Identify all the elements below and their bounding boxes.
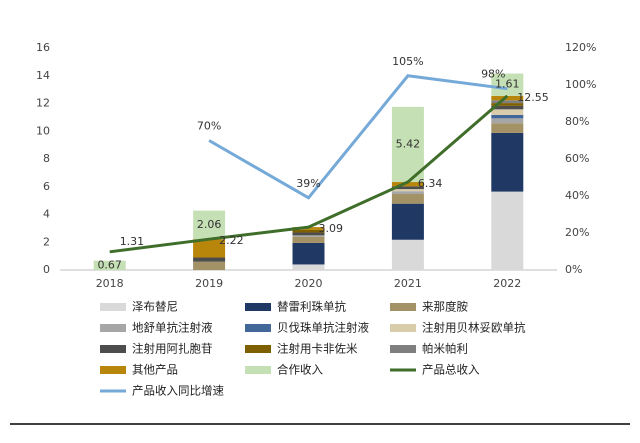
bar-segment xyxy=(491,103,524,106)
legend-label: 产品总收入 xyxy=(422,363,480,377)
data-label: 39% xyxy=(296,177,320,190)
x-tick-label: 2020 xyxy=(295,277,323,290)
legend-swatch xyxy=(100,303,126,311)
x-tick-label: 2018 xyxy=(96,277,124,290)
legend-swatch xyxy=(245,366,271,374)
line-series xyxy=(208,74,508,200)
y2-tick-label: 60% xyxy=(565,152,589,165)
data-label: 2.06 xyxy=(197,218,222,231)
x-tick-label: 2022 xyxy=(493,277,521,290)
bar-segment xyxy=(292,242,325,265)
legend-swatch xyxy=(100,366,126,374)
bar-segment xyxy=(292,264,325,270)
bar-segment xyxy=(292,232,325,236)
y-tick-label: 0 xyxy=(43,263,50,276)
data-label: 5.42 xyxy=(396,137,421,150)
legend-swatch xyxy=(245,345,271,353)
bar-segment xyxy=(391,186,424,190)
data-label: 3.09 xyxy=(319,222,344,235)
y-tick-label: 8 xyxy=(43,152,50,165)
bar-segment xyxy=(491,73,524,96)
y2-tick-label: 80% xyxy=(565,115,589,128)
y2-tick-label: 100% xyxy=(565,78,596,91)
data-label: 6.34 xyxy=(418,177,443,190)
legend-label: 注射用卡非佐米 xyxy=(277,342,358,356)
bar-segment xyxy=(391,193,424,204)
x-tick-label: 2021 xyxy=(394,277,422,290)
legend-label: 产品收入同比增速 xyxy=(132,384,224,398)
data-label: 98% xyxy=(481,68,505,81)
bar-segment xyxy=(491,105,524,110)
bar-segment xyxy=(292,235,325,237)
data-label: 1.31 xyxy=(120,235,145,248)
legend-label: 地舒单抗注射液 xyxy=(132,321,213,335)
bar-segment xyxy=(391,106,424,183)
bar-segment xyxy=(391,239,424,270)
data-label: 2.22 xyxy=(219,234,244,247)
y2-tick-label: 0% xyxy=(565,263,582,276)
y2-tick-label: 40% xyxy=(565,189,589,202)
legend-label: 来那度胺 xyxy=(422,300,468,314)
y-tick-label: 2 xyxy=(43,235,50,248)
y-tick-label: 12 xyxy=(36,97,50,110)
legend-label: 帕米帕利 xyxy=(422,342,468,356)
bar-segment xyxy=(491,109,524,115)
bar-segment xyxy=(193,239,226,258)
bar-segment xyxy=(391,203,424,240)
legend-swatch xyxy=(245,303,271,311)
legend-swatch xyxy=(245,324,271,332)
legend-swatch xyxy=(100,345,126,353)
bar-segment xyxy=(391,182,424,187)
legend-label: 贝伐珠单抗注射液 xyxy=(277,321,369,335)
bar-segment xyxy=(391,191,424,194)
bar-segment xyxy=(193,261,226,270)
legend-label: 注射用贝林妥欧单抗 xyxy=(422,321,526,335)
legend-swatch xyxy=(390,345,416,353)
bar-segment xyxy=(491,132,524,192)
legend-swatch xyxy=(390,324,416,332)
bar-segment xyxy=(491,95,524,101)
bar-segment xyxy=(193,210,226,240)
y2-tick-label: 120% xyxy=(565,41,596,54)
legend-swatch xyxy=(100,324,126,332)
legend-label: 合作收入 xyxy=(277,363,323,377)
bar-segment xyxy=(193,257,226,262)
bar-segment xyxy=(292,236,325,243)
bar-segment xyxy=(391,189,424,192)
y-tick-label: 16 xyxy=(36,41,50,54)
line-series xyxy=(109,94,509,254)
legend-label: 其他产品 xyxy=(132,363,178,377)
y-tick-label: 10 xyxy=(36,124,50,137)
legend-label: 泽布替尼 xyxy=(132,300,178,314)
y-tick-label: 6 xyxy=(43,180,50,193)
data-label: 1.61 xyxy=(495,78,520,91)
data-label: 12.55 xyxy=(517,91,549,104)
bar-segment xyxy=(93,260,126,270)
legend-label: 替雷利珠单抗 xyxy=(277,300,346,314)
data-label: 0.67 xyxy=(97,258,122,271)
y2-tick-label: 20% xyxy=(565,226,589,239)
bar-segment xyxy=(292,229,325,233)
bar-segment xyxy=(491,191,524,270)
legend-swatch xyxy=(390,303,416,311)
y-tick-label: 4 xyxy=(43,208,50,221)
bar-segment xyxy=(491,118,524,124)
bar-segment xyxy=(491,100,524,104)
data-label: 105% xyxy=(392,55,423,68)
legend-label: 注射用阿扎胞苷 xyxy=(132,342,213,356)
y-tick-label: 14 xyxy=(36,69,50,82)
x-tick-label: 2019 xyxy=(195,277,223,290)
bar-segment xyxy=(491,123,524,133)
bar-segment xyxy=(491,114,524,119)
data-label: 70% xyxy=(197,120,221,133)
